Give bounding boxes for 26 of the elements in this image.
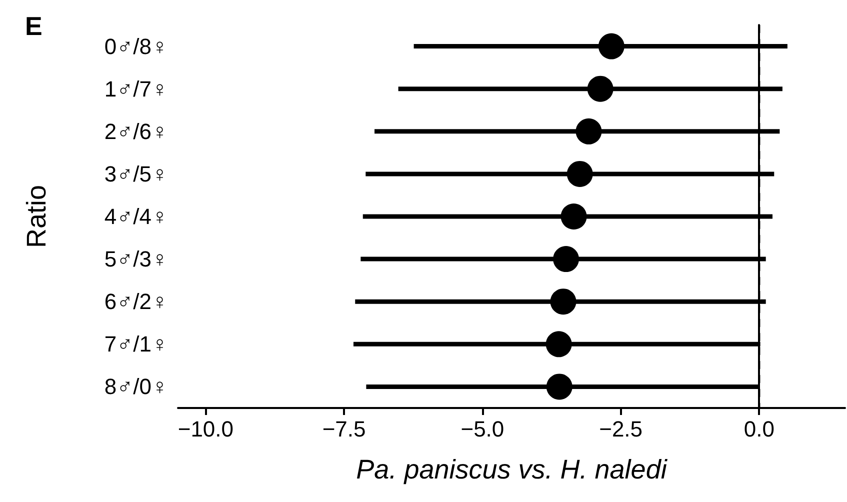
point [546,331,572,358]
x-tick-label: −7.5 [322,416,366,442]
y-tick-label: 3♂/5♀ [104,161,168,186]
y-tick-label: 5♂/3♀ [104,246,168,272]
point [598,33,624,60]
y-tick-label: 6♂/2♀ [104,289,168,314]
point [587,76,614,102]
y-tick-label: 0♂/8♀ [104,34,168,59]
x-axis-title: Pa. paniscus vs. H. naledi [356,454,668,484]
point [566,160,593,187]
x-tick-label: −5.0 [460,416,504,442]
y-tick-label: 2♂/6♀ [104,118,168,144]
point [550,288,576,315]
point [546,374,572,400]
x-tick-label: −2.5 [599,416,643,442]
y-tick-label: 7♂/1♀ [104,332,168,357]
y-tick-label: 8♂/0♀ [104,374,168,400]
x-tick-label: −10.0 [178,416,234,442]
x-tick-label: 0.0 [744,416,774,442]
chart-title: E [25,11,42,41]
y-axis-title: Ratio [22,184,52,248]
point [553,246,580,272]
y-tick-label: 1♂/7♀ [104,76,168,102]
point [560,204,587,230]
point [576,118,602,144]
y-tick-label: 4♂/4♀ [104,204,168,229]
